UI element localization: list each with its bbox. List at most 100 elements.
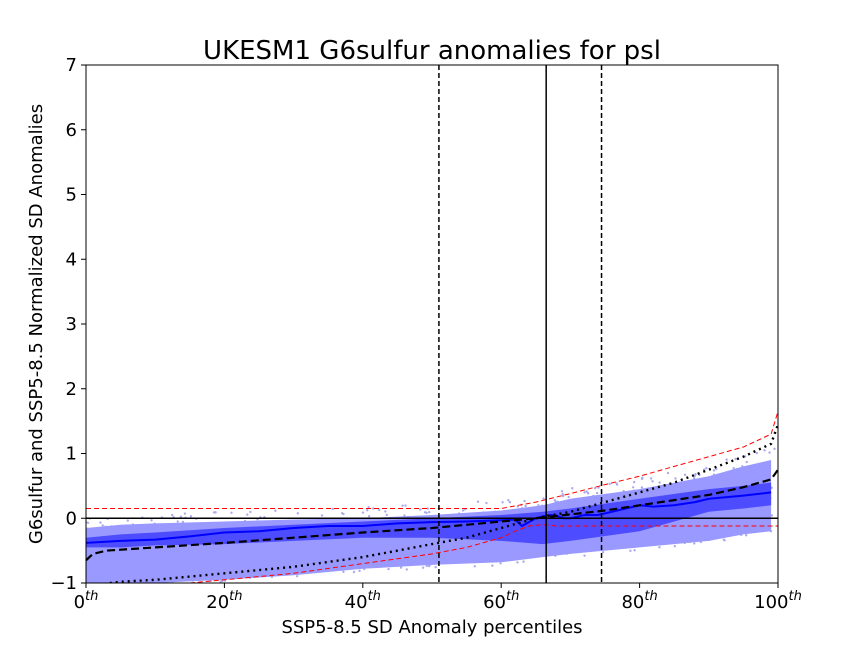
scatter-point: [331, 507, 335, 511]
scatter-point: [560, 490, 564, 493]
scatter-point: [246, 513, 249, 516]
scatter-point: [595, 491, 599, 495]
scatter-point: [745, 460, 748, 464]
scatter-point: [692, 476, 696, 480]
scatter-point: [608, 482, 611, 485]
scatter-point: [715, 467, 718, 471]
scatter-point: [461, 509, 465, 512]
scatter-point: [138, 586, 140, 588]
scatter-point: [508, 501, 512, 504]
scatter-point: [320, 514, 324, 517]
scatter-point: [230, 511, 233, 515]
scatter-point: [428, 510, 431, 514]
scatter-point: [154, 583, 156, 585]
y-tick-label: 7: [66, 55, 77, 76]
scatter-point: [632, 480, 636, 484]
scatter-point: [516, 505, 520, 508]
scatter-point: [212, 511, 216, 514]
scatter-point: [725, 458, 728, 461]
scatter-point: [674, 477, 677, 480]
scatter-point: [367, 514, 371, 518]
scatter-point: [342, 570, 345, 574]
x-tick-label: 60th: [483, 589, 519, 613]
scatter-point: [404, 504, 407, 507]
y-axis-label: G6sulfur and SSP5-8.5 Normalized SD Anom…: [26, 104, 47, 544]
scatter-point: [745, 534, 748, 537]
red-dashed-lower-line: [184, 524, 778, 583]
scatter-point: [399, 566, 403, 569]
scatter-point: [296, 512, 300, 515]
y-tick-label: −1: [50, 573, 77, 594]
scatter-point: [683, 473, 687, 477]
scatter-point: [249, 510, 252, 514]
scatter-point: [658, 481, 661, 484]
scatter-point: [384, 510, 387, 513]
scatter-point: [651, 480, 654, 483]
scatter-point: [403, 514, 406, 517]
x-tick-label: 0th: [74, 589, 99, 613]
scatter-point: [583, 554, 586, 557]
scatter-point: [705, 467, 708, 470]
scatter-point: [387, 567, 390, 571]
scatter-point: [593, 487, 597, 490]
scatter-point: [189, 515, 193, 518]
y-tick-label: 0: [66, 508, 77, 529]
scatter-point: [86, 521, 90, 524]
scatter-point: [126, 519, 129, 522]
scatter-point: [425, 511, 428, 515]
scatter-point: [183, 512, 187, 515]
scatter-point: [340, 512, 344, 515]
dotted-black-line: [101, 423, 778, 583]
scatter-point: [597, 486, 600, 489]
scatter-point: [768, 451, 771, 454]
scatter-point: [401, 504, 404, 507]
x-tick-label: 100th: [754, 589, 802, 613]
scatter-point: [755, 451, 759, 455]
scatter-point: [176, 520, 179, 523]
scatter-point: [434, 565, 437, 569]
scatter-point: [426, 507, 429, 510]
scatter-point: [571, 487, 574, 490]
scatter-point: [499, 562, 502, 565]
scatter-point: [583, 491, 586, 494]
scatter-point: [732, 466, 735, 470]
scatter-point: [763, 449, 766, 452]
scatter-point: [377, 508, 381, 512]
scatter-point: [372, 507, 375, 510]
scatter-point: [274, 509, 277, 512]
scatter-point: [522, 560, 525, 563]
scatter-point: [171, 513, 174, 517]
y-tick-label: 4: [66, 249, 77, 270]
reference-lines: [86, 65, 778, 583]
scatter-point: [773, 447, 776, 451]
scatter-point: [385, 513, 388, 517]
scatter-point: [219, 580, 222, 583]
scatter-point: [352, 570, 356, 574]
scatter-point: [666, 471, 670, 475]
scatter-point: [712, 469, 716, 472]
scatter-point: [101, 524, 104, 527]
scatter-point: [722, 538, 726, 541]
scatter-point: [358, 569, 361, 573]
scatter-point: [361, 511, 365, 514]
scatter-point: [491, 564, 494, 567]
scatter-point: [523, 499, 526, 503]
y-tick-label: 1: [66, 444, 77, 465]
plot-area: [86, 411, 778, 588]
scatter-point: [150, 519, 153, 522]
x-tick-label: 20th: [206, 589, 242, 613]
scatter-point: [615, 482, 618, 485]
chart-title: UKESM1 G6sulfur anomalies for psl: [203, 36, 661, 66]
scatter-point: [485, 501, 488, 505]
scatter-point: [473, 565, 476, 568]
y-tick-label: 2: [66, 379, 77, 400]
scatter-point: [366, 509, 369, 512]
scatter-point: [123, 585, 125, 587]
scatter-point: [649, 477, 653, 480]
scatter-point: [421, 566, 425, 569]
scatter-point: [507, 499, 510, 502]
scatter-point: [553, 498, 556, 502]
red-dashed-upper-line: [86, 411, 778, 509]
x-tick-label: 80th: [621, 589, 657, 613]
